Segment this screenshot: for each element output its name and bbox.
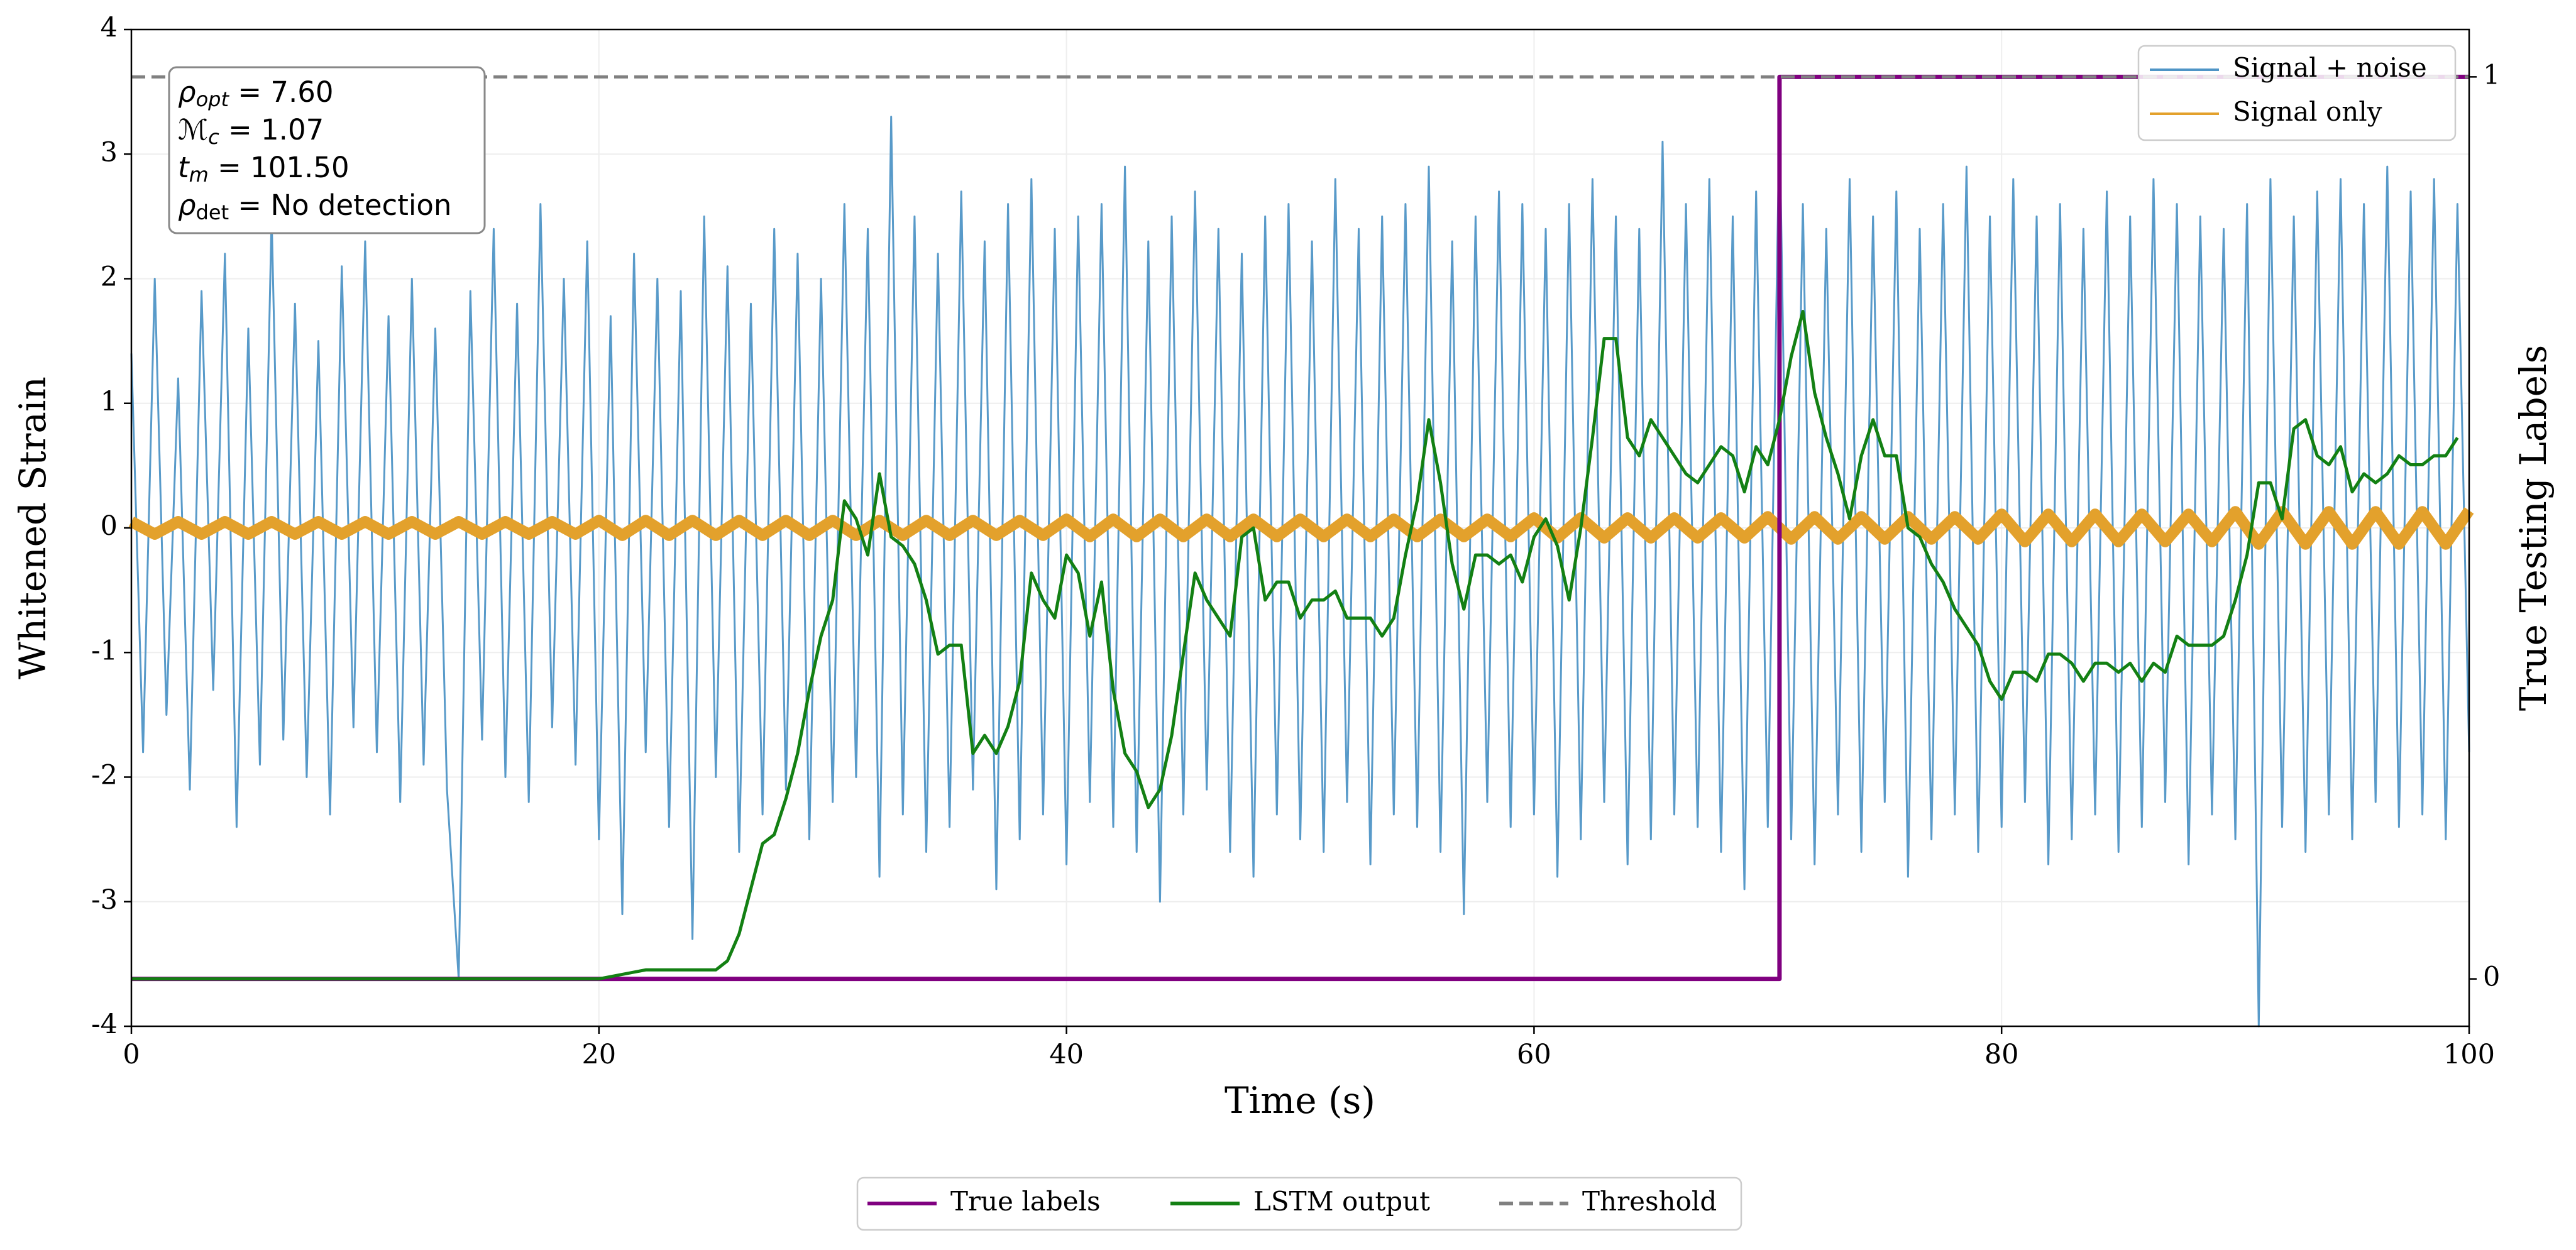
legend-upper-right: Signal + noise Signal only xyxy=(2137,45,2457,141)
legend-box xyxy=(856,1176,1742,1231)
annotation-line: tm = 101.50 xyxy=(178,151,350,187)
annotation-text: = 1.07 xyxy=(219,113,324,146)
y-tick-label: 2 xyxy=(101,261,118,293)
y-tick-label: 0 xyxy=(101,510,118,542)
x-tick-label: 60 xyxy=(1517,1039,1551,1070)
annotation-symbol: ρ xyxy=(178,189,196,222)
legend-bottom: True labels LSTM output Threshold xyxy=(856,1176,1742,1231)
y-tick-label: -1 xyxy=(91,635,118,666)
annotation-frame xyxy=(168,66,486,234)
x-axis-title: Time (s) xyxy=(1225,1079,1375,1122)
annotation-subscript: m xyxy=(189,163,209,187)
y-tick-label: 3 xyxy=(101,136,118,168)
y2-tick-label: 0 xyxy=(2483,962,2500,993)
y2-tick-label: 1 xyxy=(2483,59,2500,90)
annotation-symbol: t xyxy=(178,151,190,184)
x-tick-label: 0 xyxy=(123,1039,140,1070)
legend-label: Threshold xyxy=(1582,1186,1717,1217)
annotation-subscript: c xyxy=(208,125,219,149)
series-line xyxy=(131,310,2459,981)
legend-label: LSTM output xyxy=(1253,1186,1430,1217)
y-tick-label: 1 xyxy=(101,386,118,417)
x-tick-label: 20 xyxy=(581,1039,616,1070)
annotation-text: = No detection xyxy=(229,189,451,222)
x-tick-label: 100 xyxy=(2443,1039,2495,1070)
y-tick-label: -4 xyxy=(91,1009,118,1040)
y-tick-label: 4 xyxy=(101,12,118,43)
y-tick-label: -3 xyxy=(91,884,118,916)
y2-axis-title: True Testing Labels xyxy=(2512,345,2555,711)
y-axis-title: Whitened Strain xyxy=(11,376,54,679)
annotation-symbol: ℳ xyxy=(178,113,208,146)
legend-label: True labels xyxy=(950,1186,1101,1217)
legend-label: Signal + noise xyxy=(2233,52,2427,83)
annotation-line: ℳc = 1.07 xyxy=(178,113,324,149)
annotation-subscript: opt xyxy=(196,87,230,111)
annotation-text: = 101.50 xyxy=(209,151,350,184)
x-tick-label: 40 xyxy=(1049,1039,1084,1070)
annotation-line: ρopt = 7.60 xyxy=(178,75,334,111)
plot-frame xyxy=(130,28,2470,1028)
annotation-line: ρdet = No detection xyxy=(178,189,451,224)
annotation-symbol: ρ xyxy=(178,75,196,109)
x-tick-label: 80 xyxy=(1984,1039,2019,1070)
y-tick-label: -2 xyxy=(91,760,118,791)
annotation-subscript: det xyxy=(196,200,229,224)
annotation-text: = 7.60 xyxy=(229,75,334,109)
series-line xyxy=(128,506,2474,550)
legend-label: Signal only xyxy=(2233,96,2382,127)
series-line xyxy=(130,116,2470,1028)
